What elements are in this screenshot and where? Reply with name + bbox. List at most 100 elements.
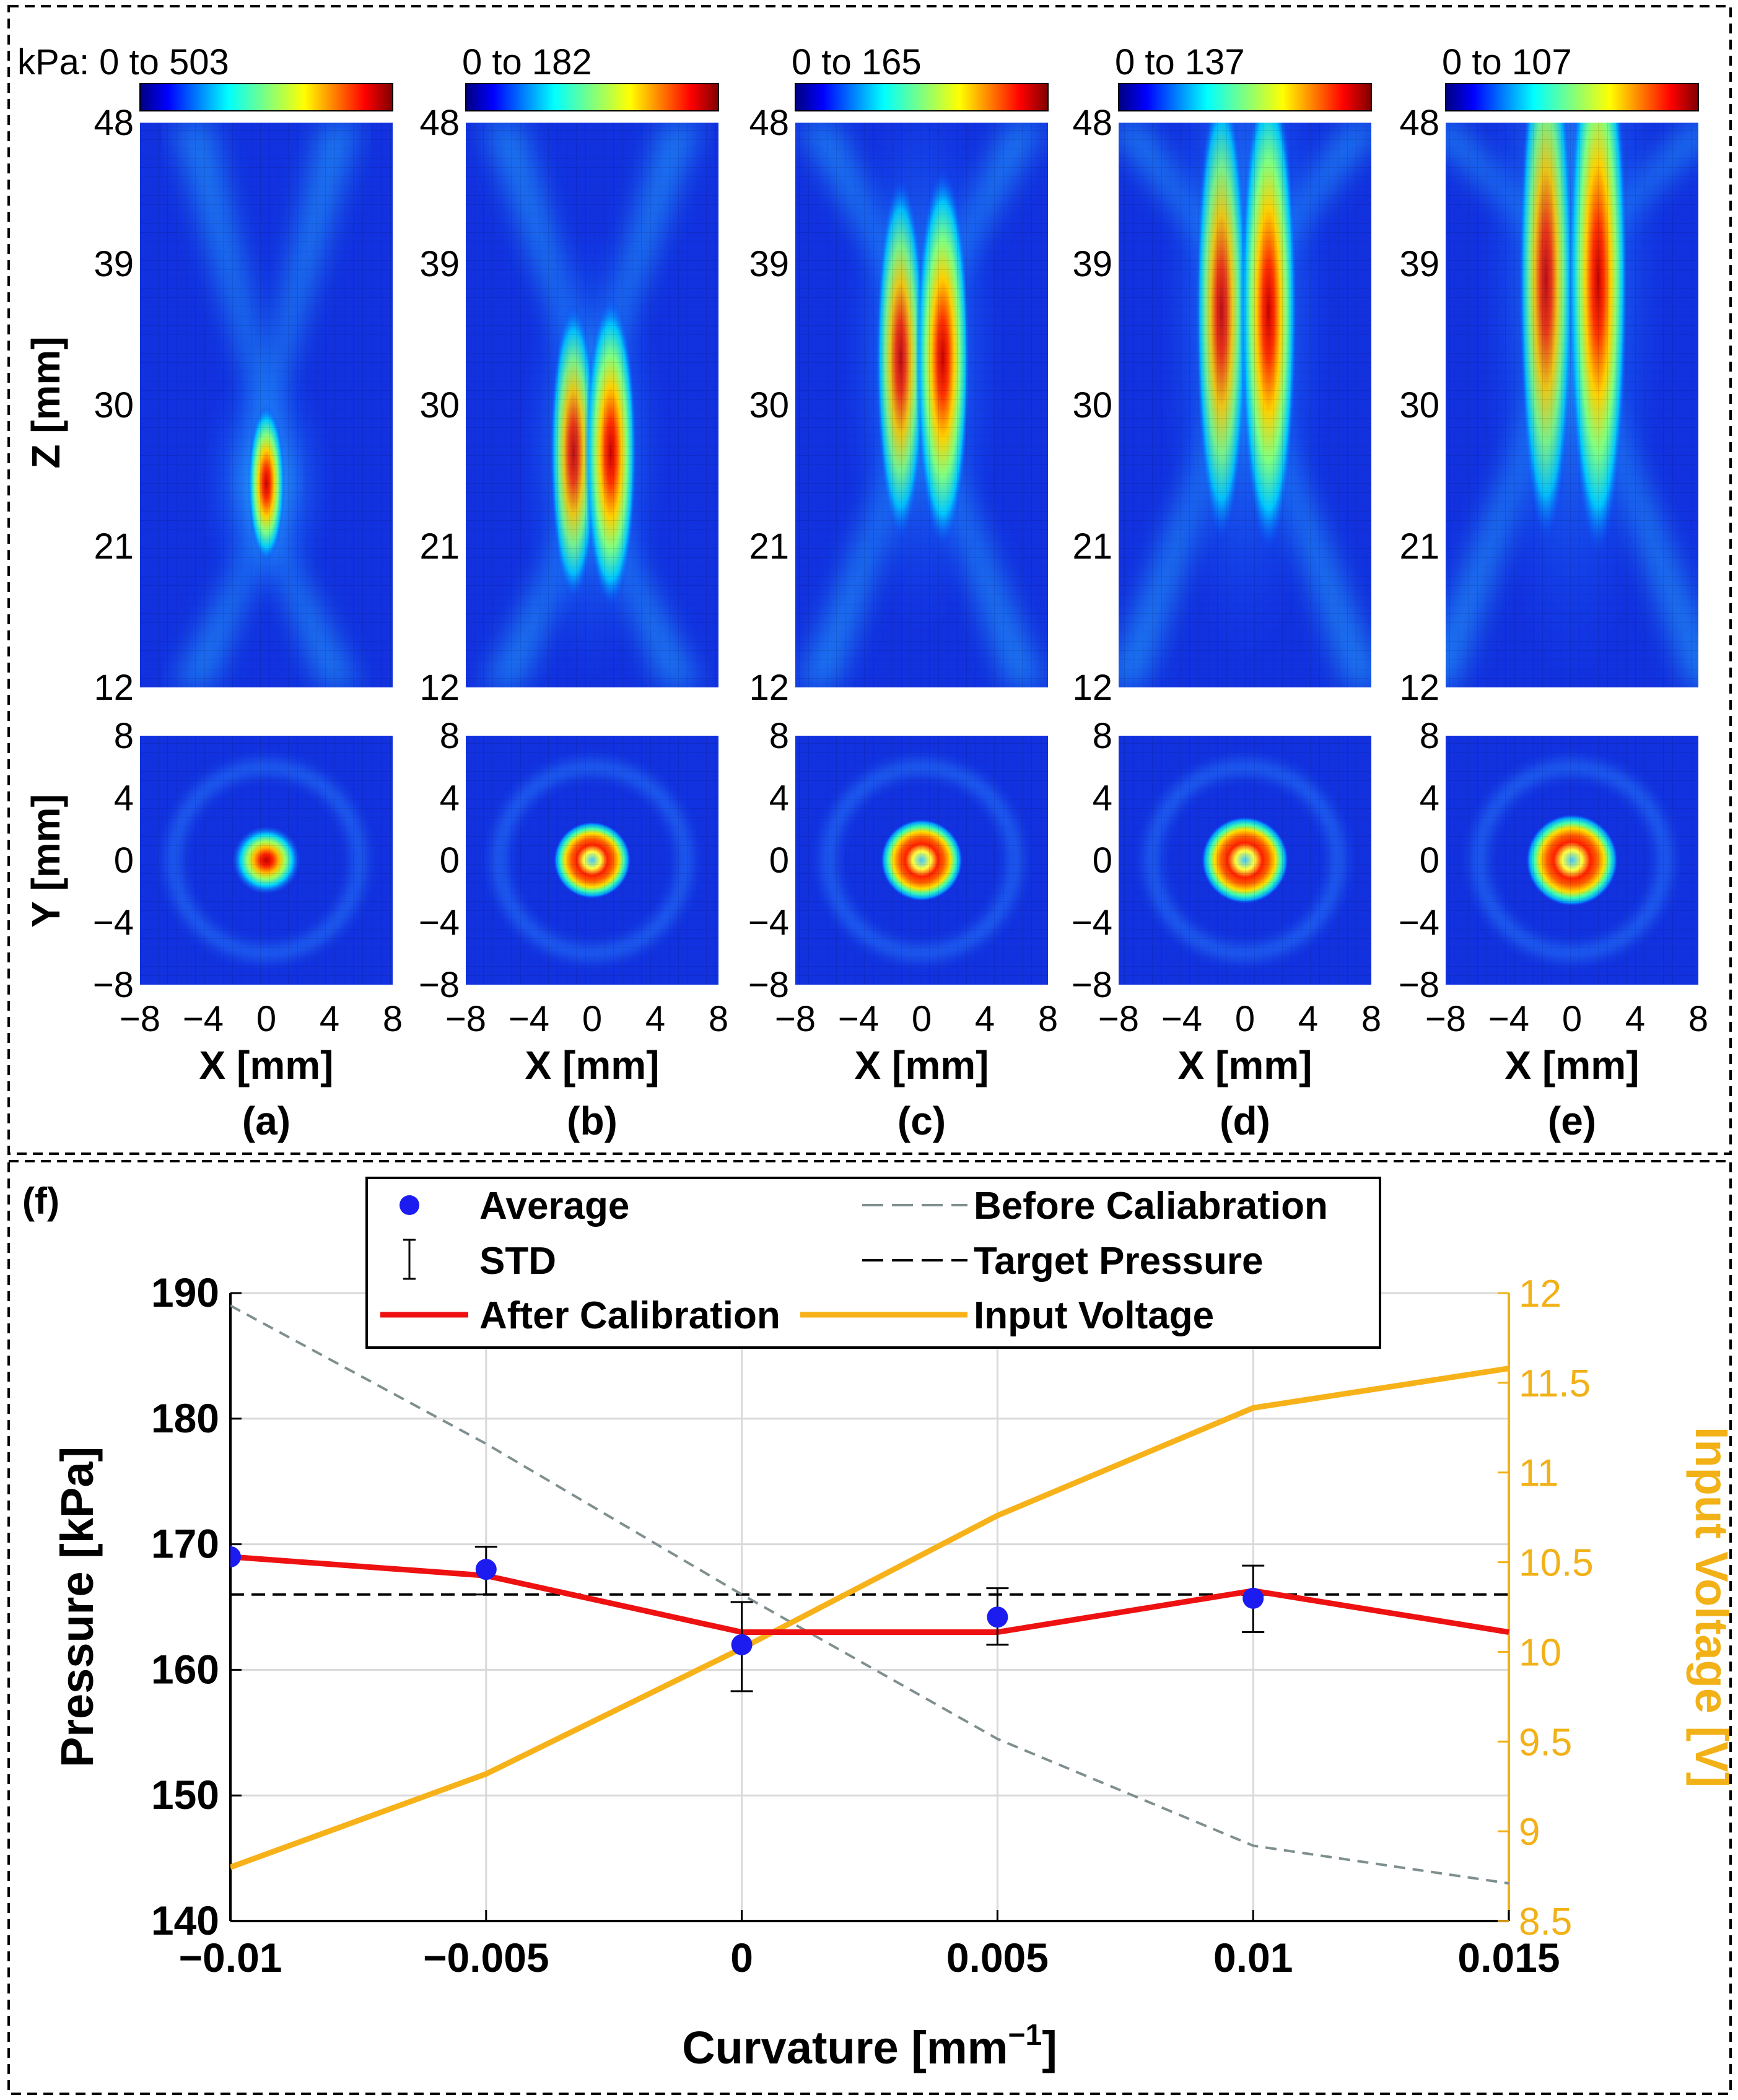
panel-letter: (c) bbox=[897, 1099, 946, 1143]
y-tick-label: 8 bbox=[1093, 716, 1112, 756]
y-tick-label: −4 bbox=[748, 903, 789, 943]
x-tick-label: 8 bbox=[1361, 999, 1381, 1039]
legend-label: Input Voltage bbox=[974, 1294, 1214, 1337]
legend-label: Before Caliabration bbox=[974, 1185, 1328, 1227]
y-tick-label: 0 bbox=[769, 840, 789, 881]
z-tick-label: 39 bbox=[1072, 244, 1112, 284]
y-tick-label: 8 bbox=[769, 716, 789, 756]
y-tick-label: −4 bbox=[1072, 903, 1112, 943]
z-tick-label: 39 bbox=[749, 244, 789, 284]
z-tick-label: 21 bbox=[419, 526, 460, 567]
colorbar-range-label: 0 to 182 bbox=[462, 42, 592, 82]
y-axis-label: Pressure [kPa] bbox=[51, 1447, 103, 1767]
colorbar bbox=[139, 83, 393, 111]
y2-tick-label: 12 bbox=[1519, 1273, 1561, 1315]
y-tick-label: −8 bbox=[1072, 965, 1112, 1005]
panel-letter: (b) bbox=[567, 1099, 618, 1143]
colorbar-prefix-label: kPa: 0 to 503 bbox=[17, 42, 229, 82]
z-map-grid bbox=[466, 123, 718, 687]
y-tick-label: −8 bbox=[1399, 965, 1439, 1005]
z-tick-label: 48 bbox=[419, 103, 460, 143]
legend-item: Input Voltage bbox=[800, 1294, 1214, 1337]
colorbar-range-label: 0 to 107 bbox=[1442, 42, 1572, 82]
legend-label: After Calibration bbox=[479, 1294, 780, 1337]
y2-axis-label: Input Voltage [V] bbox=[1686, 1427, 1737, 1787]
x-axis-label: Curvature [mm−1] bbox=[682, 2019, 1057, 2073]
x-tick-label: 0 bbox=[1235, 999, 1255, 1039]
legend-label: Average bbox=[479, 1185, 629, 1227]
y-tick-label: −4 bbox=[1399, 903, 1439, 943]
x-tick-label: −0.01 bbox=[179, 1935, 282, 1980]
x-tick-label: 0.01 bbox=[1213, 1935, 1293, 1980]
z-tick-label: 48 bbox=[94, 103, 134, 143]
legend-average-marker bbox=[400, 1195, 419, 1215]
x-tick-label: 0 bbox=[582, 999, 602, 1039]
x-tick-label: −4 bbox=[1161, 999, 1202, 1039]
colorbar bbox=[795, 83, 1049, 111]
y-tick-label: 4 bbox=[1420, 778, 1439, 819]
legend-label: Target Pressure bbox=[974, 1240, 1264, 1283]
z-tick-label: 12 bbox=[1399, 668, 1439, 708]
input-voltage-line bbox=[230, 1366, 1509, 1870]
z-tick-label: 39 bbox=[1399, 244, 1439, 284]
before-calibration-line bbox=[230, 1304, 1509, 1885]
z-tick-label: 21 bbox=[1399, 526, 1439, 567]
colorbar bbox=[465, 83, 719, 111]
x-tick-label: 0 bbox=[912, 999, 932, 1039]
x-tick-label: 4 bbox=[975, 999, 995, 1039]
y-tick-label: −8 bbox=[419, 965, 460, 1005]
y-tick-label: 180 bbox=[151, 1395, 219, 1441]
x-tick-label: −4 bbox=[183, 999, 224, 1039]
x-tick-label: 0 bbox=[256, 999, 276, 1039]
average-marker bbox=[475, 1559, 497, 1580]
y-tick-label: 170 bbox=[151, 1521, 219, 1567]
z-tick-label: 48 bbox=[749, 103, 789, 143]
x-axis-label: X [mm] bbox=[525, 1043, 660, 1087]
z-tick-label: 12 bbox=[419, 668, 460, 708]
average-marker bbox=[987, 1606, 1008, 1628]
y-tick-label: 0 bbox=[440, 840, 460, 881]
panel-letter: (e) bbox=[1548, 1099, 1596, 1143]
x-tick-label: 0.005 bbox=[946, 1935, 1049, 1980]
z-tick-label: 39 bbox=[94, 244, 134, 284]
legend-item: Before Caliabration bbox=[862, 1185, 1328, 1227]
y-tick-label: 8 bbox=[1420, 716, 1439, 756]
x-tick-label: 8 bbox=[1038, 999, 1058, 1039]
y2-tick-label: 9.5 bbox=[1519, 1721, 1572, 1764]
y-tick-label: 8 bbox=[114, 716, 134, 756]
average-marker bbox=[731, 1634, 753, 1655]
x-tick-label: −4 bbox=[1488, 999, 1529, 1039]
x-axis-label: X [mm] bbox=[199, 1043, 334, 1087]
x-tick-label: −8 bbox=[445, 999, 486, 1039]
y-tick-label: 4 bbox=[440, 778, 460, 819]
y2-tick-label: 10 bbox=[1519, 1631, 1561, 1674]
x-tick-label: −8 bbox=[120, 999, 160, 1039]
z-tick-label: 30 bbox=[419, 385, 460, 425]
colorbar-range-label: 0 to 165 bbox=[792, 42, 922, 82]
legend-label: STD bbox=[479, 1240, 556, 1283]
z-map-grid bbox=[1446, 123, 1698, 687]
x-tick-label: 4 bbox=[1625, 999, 1645, 1039]
legend-item: Target Pressure bbox=[862, 1240, 1264, 1283]
legend-item: STD bbox=[403, 1239, 556, 1283]
z-tick-label: 12 bbox=[94, 668, 134, 708]
y-tick-label: 0 bbox=[114, 840, 134, 881]
bottom-figure-border bbox=[7, 1160, 1732, 2095]
z-tick-label: 30 bbox=[1399, 385, 1439, 425]
z-tick-label: 12 bbox=[749, 668, 789, 708]
y-map-grid bbox=[466, 736, 718, 985]
z-map-grid bbox=[1119, 123, 1371, 687]
z-tick-label: 30 bbox=[94, 385, 134, 425]
y-axis-label: Y [mm] bbox=[24, 794, 68, 928]
y-tick-label: 4 bbox=[1093, 778, 1112, 819]
x-axis-label: X [mm] bbox=[1505, 1043, 1640, 1087]
z-tick-label: 30 bbox=[1072, 385, 1112, 425]
plot-area bbox=[230, 1304, 1509, 1885]
